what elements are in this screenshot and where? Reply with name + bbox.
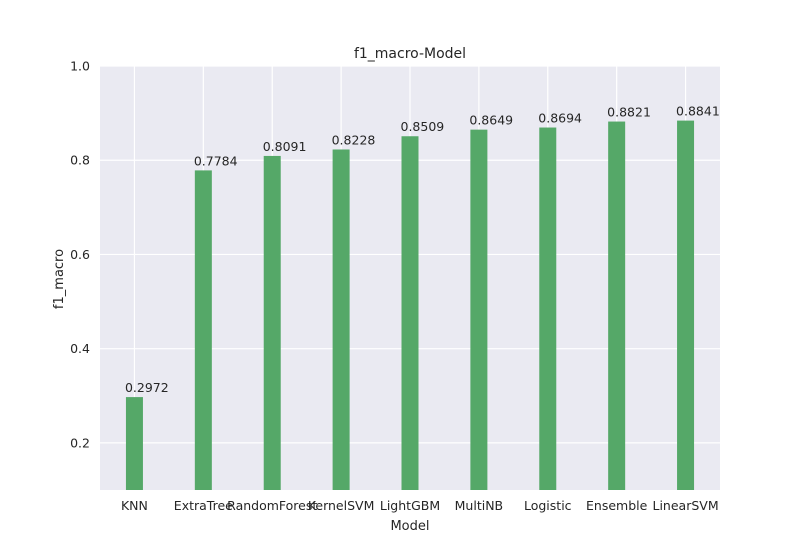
y-tick-label: 1.0 [70, 59, 90, 74]
value-label-knn: 0.2972 [125, 380, 169, 395]
bar-linearsvm [677, 120, 695, 490]
x-tick-ensemble: Ensemble [586, 498, 648, 513]
x-axis-label: Model [390, 519, 429, 534]
y-tick-label: 0.2 [70, 435, 90, 450]
value-label-ensemble: 0.8821 [607, 105, 651, 120]
y-tick-label: 0.4 [70, 341, 90, 356]
bar-multinb [470, 129, 488, 491]
value-label-randomforest: 0.8091 [263, 139, 307, 154]
value-labels-group: 0.2972 0.7784 0.8091 0.8228 0.8509 0.8649 0.86… [125, 104, 720, 395]
value-label-multinb: 0.8649 [469, 113, 513, 128]
chart-title: f1_macro-Model [354, 46, 466, 62]
x-tick-linearsvm: LinearSVM [652, 498, 718, 513]
x-tick-kernelsvm: KernelSVM [308, 498, 375, 513]
x-tick-knn: KNN [121, 498, 148, 513]
y-tick-label: 0.8 [70, 153, 90, 168]
bar-lightgbm [401, 136, 419, 490]
x-tick-lightgbm: LightGBM [380, 498, 440, 513]
x-tick-randomforest: RandomForest [227, 498, 317, 513]
x-tick-logistic: Logistic [524, 498, 572, 513]
bars-group [125, 120, 695, 491]
bar-kernelsvm [332, 149, 350, 490]
value-label-kernelsvm: 0.8228 [332, 132, 376, 147]
bar-extratree [194, 170, 212, 490]
y-tick-labels-group: 0.2 0.4 0.6 0.8 1.0 [70, 59, 90, 451]
bar-knn [125, 397, 143, 490]
x-tick-extratree: ExtraTree [174, 498, 233, 513]
value-label-extratree: 0.7784 [194, 153, 238, 168]
value-label-linearsvm: 0.8841 [676, 104, 720, 119]
value-label-lightgbm: 0.8509 [401, 119, 445, 134]
bar-ensemble [608, 121, 626, 490]
bar-logistic [539, 127, 557, 491]
x-tick-multinb: MultiNB [455, 498, 503, 513]
value-label-logistic: 0.8694 [538, 111, 582, 126]
y-axis-label: f1_macro [52, 249, 67, 309]
y-tick-label: 0.6 [70, 247, 90, 262]
bar-randomforest [263, 155, 281, 490]
